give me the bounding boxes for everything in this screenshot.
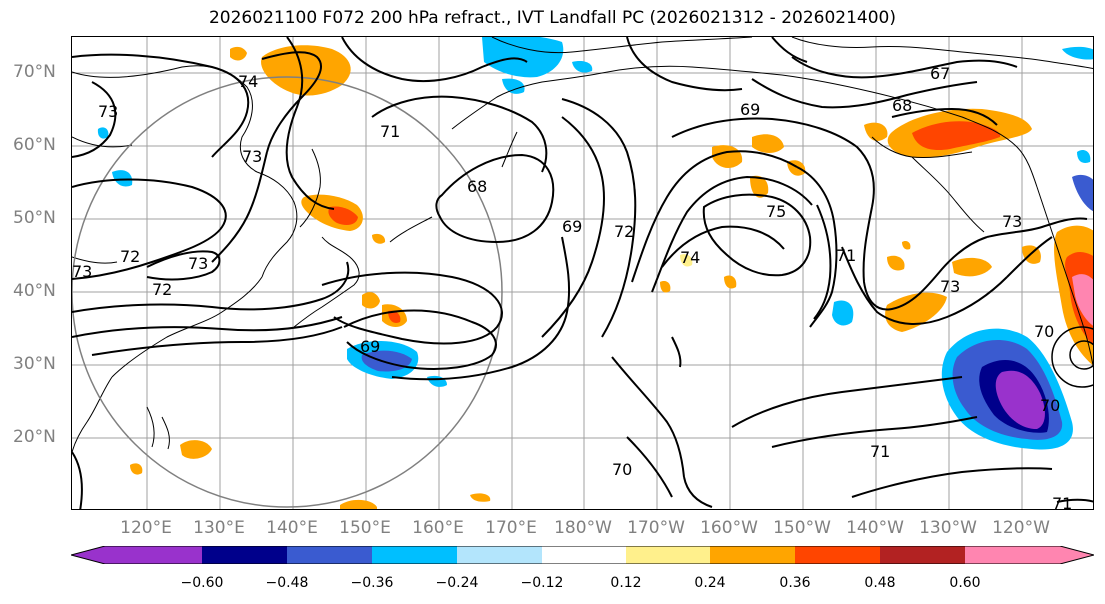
map-title: 2026021100 F072 200 hPa refract., IVT La… [208, 8, 896, 28]
contour-label: 70 [612, 460, 632, 479]
contour-label: 75 [766, 202, 786, 221]
landfall-circle [1051, 326, 1093, 388]
lat-label-30n: 30°N [13, 354, 56, 374]
lat-label-60n: 60°N [13, 135, 56, 155]
contour-label: 71 [870, 442, 890, 461]
colorbar-segment [795, 546, 880, 564]
colorbar [71, 546, 1094, 564]
contour-label: 72 [614, 222, 634, 241]
contour-label: 73 [98, 102, 118, 121]
lon-label-180w: 180°W [554, 518, 612, 538]
colorbar-tick: −0.24 [435, 575, 479, 591]
contour-label: 73 [242, 147, 262, 166]
colorbar-tick: −0.48 [265, 575, 309, 591]
contour-label: 74 [238, 72, 258, 91]
colorbar-tick: 0.12 [610, 575, 642, 591]
lon-label-120w: 120°W [992, 518, 1050, 538]
colorbar-segment [965, 546, 1094, 564]
contour-label: 73 [940, 277, 960, 296]
colorbar-segment [542, 546, 626, 564]
contour-label: 68 [892, 96, 912, 115]
colorbar-segment [880, 546, 965, 564]
colorbar-segment [457, 546, 542, 564]
contour-label: 68 [467, 177, 487, 196]
lon-label-150w: 150°W [773, 518, 831, 538]
contour-label: 72 [152, 280, 172, 299]
contour-label: 67 [930, 64, 950, 83]
contour-label: 73 [1002, 212, 1022, 231]
contour-label: 74 [680, 248, 700, 267]
colorbar-segment [287, 546, 372, 564]
lon-label-130w: 130°W [919, 518, 977, 538]
lat-label-20n: 20°N [13, 427, 56, 447]
map-panel: 74 73 73 71 73 72 72 73 73 69 68 69 67 6… [71, 36, 1094, 510]
contour-labels: 74 73 73 71 73 72 72 73 73 69 68 69 67 6… [72, 64, 1072, 510]
lon-label-170e: 170°E [485, 518, 537, 538]
lon-label-160w: 160°W [700, 518, 758, 538]
lat-label-40n: 40°N [13, 281, 56, 301]
contour-label: 71 [380, 122, 400, 141]
refractivity-contours [72, 37, 1093, 509]
colorbar-tick: 0.60 [949, 575, 981, 591]
colorbar-tick: 0.48 [864, 575, 896, 591]
range-circle [72, 76, 503, 508]
positive-anomaly-kamchatka [261, 45, 351, 96]
lon-label-160e: 160°E [412, 518, 464, 538]
contour-label: 72 [120, 247, 140, 266]
contour-label: 70 [1040, 396, 1060, 415]
colorbar-segment [202, 546, 287, 564]
graticule [72, 37, 1093, 509]
lat-label-50n: 50°N [13, 208, 56, 228]
colorbar-tick: 0.24 [694, 575, 726, 591]
contour-label: 73 [72, 262, 92, 281]
lon-label-130e: 130°E [193, 518, 245, 538]
lat-label-70n: 70°N [13, 62, 56, 82]
colorbar-segment [71, 546, 202, 564]
contour-label: 71 [1052, 494, 1072, 510]
colorbar-tick: 0.36 [779, 575, 811, 591]
contour-label: 70 [1034, 322, 1054, 341]
contour-label: 71 [836, 246, 856, 265]
colorbar-segment [626, 546, 710, 564]
lon-label-140e: 140°E [266, 518, 318, 538]
lon-label-150e: 150°E [339, 518, 391, 538]
colorbar-segment [372, 546, 457, 564]
lon-label-140w: 140°W [846, 518, 904, 538]
contour-label: 69 [740, 100, 760, 119]
landfall-inner-circle [1069, 340, 1093, 370]
colorbar-tick: −0.60 [180, 575, 224, 591]
lon-label-170w: 170°W [627, 518, 685, 538]
coastlines [72, 37, 1093, 453]
contour-label: 69 [360, 337, 380, 356]
colorbar-tick: −0.12 [520, 575, 564, 591]
colorbar-segment [710, 546, 795, 564]
lon-label-120e: 120°E [120, 518, 172, 538]
contour-label: 73 [188, 254, 208, 273]
contour-label: 69 [562, 217, 582, 236]
colorbar-tick: −0.36 [350, 575, 394, 591]
map-canvas: 74 73 73 71 73 72 72 73 73 69 68 69 67 6… [72, 37, 1093, 510]
